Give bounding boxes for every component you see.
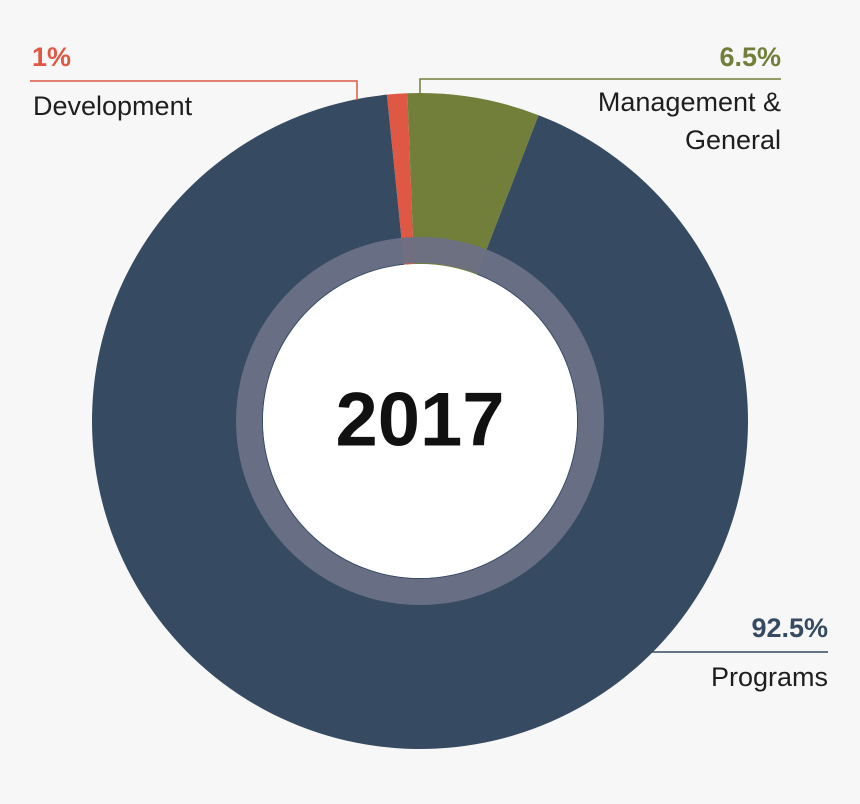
programs-name-label: Programs [711,662,828,692]
management-leader-line [419,78,781,93]
slice-programs [91,94,748,749]
programs-percent-label: 92.5% [751,613,828,643]
development-name-label: Development [33,91,193,121]
donut-slices [91,93,748,749]
management-percent-label: 6.5% [719,42,781,72]
development-leader-line [30,80,358,100]
management-name-line2: General [685,125,781,155]
slice-management-general [407,93,539,275]
slice-development [386,93,414,265]
center-year-label: 2017 [335,378,504,463]
inner-ring [236,237,604,605]
management-name-line1: Management & [598,87,781,117]
development-percent-label: 1% [32,42,71,72]
center-hole [263,264,577,578]
